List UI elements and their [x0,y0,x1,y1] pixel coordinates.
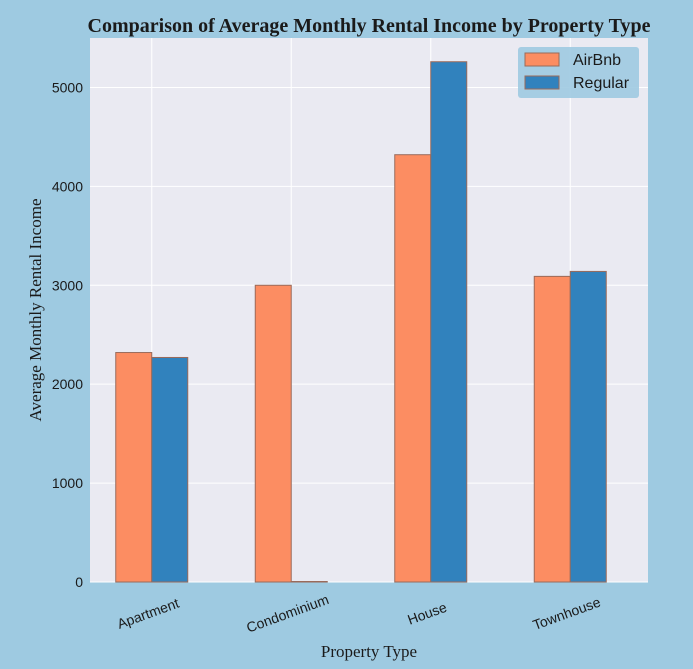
legend-swatch-regular [524,75,560,90]
y-axis-title: Average Monthly Rental Income [26,199,45,422]
bar-regular-townhouse [569,270,607,583]
x-tick-label: House [405,599,449,628]
bar-regular-house [430,61,468,583]
y-axis-ticks: 0 1000 2000 3000 4000 5000 [52,79,83,590]
y-tick-label: 0 [75,574,83,590]
y-tick-label: 4000 [52,178,83,194]
legend-swatch-airbnb [524,52,560,67]
legend-items: AirBnb Regular [524,52,630,92]
chart-title: Comparison of Average Monthly Rental Inc… [88,15,651,37]
legend: AirBnb Regular [518,47,639,98]
bar-airbnb-townhouse [533,275,571,583]
x-tick-label: Townhouse [531,594,603,633]
bar-regular-condominium [290,581,328,583]
bar-airbnb-house [394,154,432,583]
y-tick-label: 2000 [52,376,83,392]
y-tick-label: 5000 [52,79,83,95]
bar-regular-apartment [151,356,189,583]
bar-airbnb-apartment [115,352,153,583]
bar-airbnb-condominium [254,284,292,583]
y-tick-label: 3000 [52,277,83,293]
legend-label-airbnb: AirBnb [573,52,621,69]
y-tick-label: 1000 [52,475,83,491]
x-axis-ticks: Apartment Condominium House Townhouse [115,591,603,636]
x-tick-label: Apartment [115,595,181,632]
bars [115,61,607,583]
legend-label-regular: Regular [573,75,630,92]
x-tick-label: Condominium [244,591,331,636]
x-axis-title: Property Type [321,642,417,661]
